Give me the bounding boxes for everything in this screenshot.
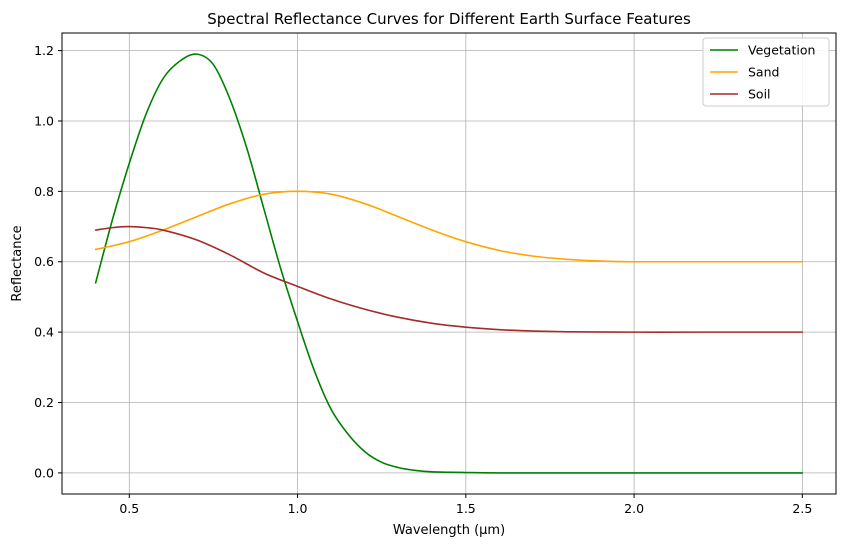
legend-label-vegetation: Vegetation: [748, 43, 815, 58]
y-tick-label: 0.2: [34, 395, 54, 410]
legend-box: [702, 37, 830, 107]
y-tick-label: 0.6: [34, 254, 54, 269]
series-line-sand: [94, 190, 804, 263]
y-tick-label: 0.8: [34, 184, 54, 199]
x-tick-label: 1.5: [456, 501, 476, 516]
x-tick-label: 0.5: [119, 501, 139, 516]
series-line-vegetation: [94, 53, 804, 474]
x-tick-label: 2.0: [624, 501, 644, 516]
x-tick-label: 1.0: [288, 501, 308, 516]
x-axis-ticks: 0.5 1.0 1.5 2.0 2.5: [119, 494, 812, 516]
legend-label-soil: Soil: [748, 87, 771, 102]
chart-title: Spectral Reflectance Curves for Differen…: [207, 10, 691, 28]
grid-lines: [62, 33, 836, 494]
x-axis-label: Wavelength (µm): [393, 523, 505, 538]
legend-label-sand: Sand: [748, 65, 779, 80]
y-tick-label: 1.0: [34, 113, 54, 128]
y-axis-ticks: 0.0 0.2 0.4 0.6 0.8 1.0 1.2: [34, 43, 62, 480]
y-tick-label: 1.2: [34, 43, 54, 58]
series-line-soil: [94, 225, 804, 333]
y-tick-label: 0.0: [34, 465, 54, 480]
y-tick-label: 0.4: [34, 325, 54, 340]
series-layer: [94, 53, 804, 474]
plot-frame: [61, 32, 837, 495]
x-tick-label: 2.5: [792, 501, 812, 516]
legend: Vegetation Sand Soil: [702, 37, 830, 107]
y-axis-label: Reflectance: [10, 225, 25, 301]
